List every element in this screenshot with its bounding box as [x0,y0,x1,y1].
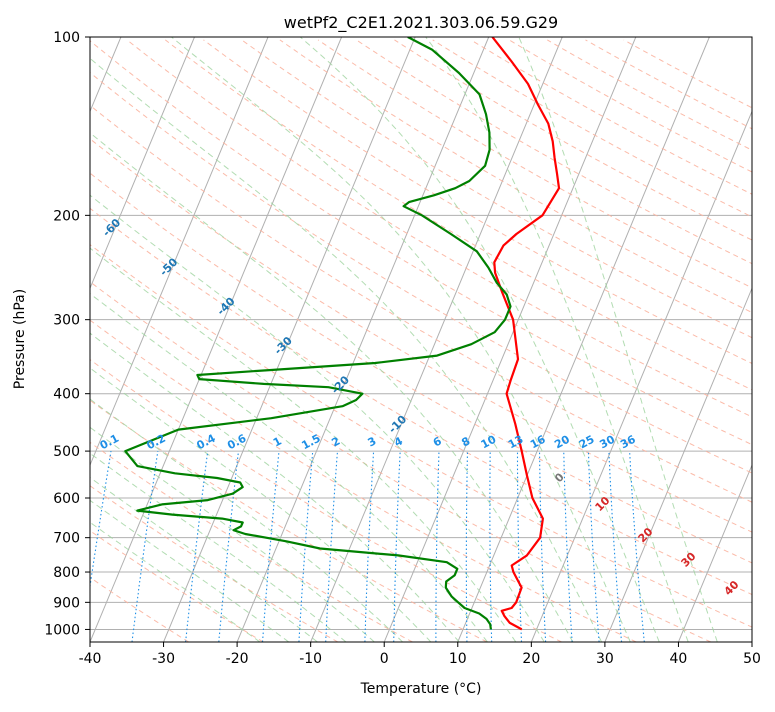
x-tick-label: -30 [152,651,175,667]
x-tick-label: 10 [449,651,467,667]
y-tick-label: 300 [53,313,80,329]
y-axis-label: Pressure (hPa) [12,289,28,389]
chart-title: wetPf2_C2E1.2021.303.06.59.G29 [284,13,558,33]
x-tick-label: -20 [226,651,249,667]
x-tick-label: -40 [79,651,102,667]
y-tick-label: 1000 [44,622,80,638]
x-tick-label: 0 [380,651,389,667]
y-tick-label: 400 [53,387,80,403]
x-tick-label: 30 [596,651,614,667]
x-axis-label: Temperature (°C) [360,681,482,697]
y-tick-label: 600 [53,491,80,507]
y-tick-label: 500 [53,444,80,460]
y-tick-label: 900 [53,595,80,611]
x-tick-label: 40 [670,651,688,667]
y-tick-label: 200 [53,208,80,224]
y-tick-label: 700 [53,531,80,547]
x-tick-label: 20 [522,651,540,667]
y-tick-label: 800 [53,565,80,581]
x-tick-label: 50 [743,651,761,667]
x-tick-label: -10 [299,651,322,667]
y-tick-label: 100 [53,30,80,46]
